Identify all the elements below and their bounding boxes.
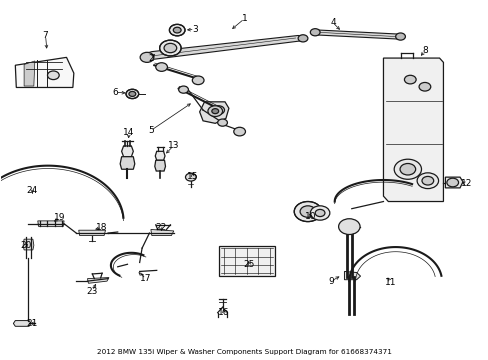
- Polygon shape: [155, 160, 165, 171]
- Text: 17: 17: [140, 274, 151, 283]
- Polygon shape: [79, 230, 105, 235]
- Circle shape: [185, 173, 196, 181]
- Circle shape: [404, 75, 415, 84]
- Circle shape: [310, 29, 320, 36]
- Circle shape: [315, 210, 325, 217]
- Text: 16: 16: [218, 308, 229, 317]
- Circle shape: [310, 206, 329, 220]
- Circle shape: [169, 24, 184, 36]
- Circle shape: [418, 82, 430, 91]
- Text: 2012 BMW 135i Wiper & Washer Components Support Diagram for 61668374371: 2012 BMW 135i Wiper & Washer Components …: [97, 349, 391, 355]
- Circle shape: [421, 176, 433, 185]
- Text: 4: 4: [330, 18, 335, 27]
- Polygon shape: [219, 246, 274, 276]
- Text: 25: 25: [243, 260, 255, 269]
- Text: 23: 23: [86, 287, 98, 296]
- Polygon shape: [120, 157, 135, 169]
- Circle shape: [300, 206, 315, 217]
- Text: 5: 5: [148, 126, 153, 135]
- Circle shape: [393, 159, 421, 179]
- Polygon shape: [23, 239, 34, 250]
- Text: 24: 24: [27, 185, 38, 194]
- Polygon shape: [199, 102, 228, 123]
- Circle shape: [47, 71, 59, 80]
- Text: 18: 18: [96, 223, 108, 232]
- Text: 11: 11: [384, 278, 396, 287]
- Text: 14: 14: [123, 128, 134, 137]
- Circle shape: [217, 119, 227, 126]
- Circle shape: [212, 106, 224, 114]
- Polygon shape: [24, 61, 35, 86]
- Polygon shape: [87, 278, 109, 283]
- Text: 13: 13: [167, 141, 179, 150]
- Circle shape: [211, 109, 218, 114]
- Circle shape: [298, 35, 307, 42]
- Circle shape: [140, 52, 154, 62]
- Text: 20: 20: [20, 241, 32, 250]
- Circle shape: [126, 89, 139, 99]
- Polygon shape: [15, 57, 74, 87]
- Circle shape: [399, 163, 415, 175]
- Circle shape: [178, 86, 188, 93]
- Text: 10: 10: [305, 212, 316, 221]
- Text: 3: 3: [191, 25, 197, 34]
- Polygon shape: [312, 30, 402, 39]
- Circle shape: [192, 76, 203, 85]
- Polygon shape: [155, 151, 164, 160]
- Text: 8: 8: [421, 46, 427, 55]
- Polygon shape: [151, 229, 173, 235]
- Text: 15: 15: [187, 172, 198, 181]
- Polygon shape: [445, 177, 462, 188]
- Polygon shape: [122, 146, 133, 157]
- Text: 7: 7: [42, 31, 48, 40]
- Circle shape: [294, 202, 321, 222]
- Circle shape: [129, 91, 136, 96]
- Circle shape: [233, 127, 245, 136]
- Polygon shape: [383, 58, 443, 202]
- Circle shape: [446, 178, 458, 187]
- Text: 1: 1: [241, 14, 247, 23]
- Circle shape: [156, 63, 167, 71]
- Polygon shape: [13, 320, 31, 326]
- Circle shape: [159, 40, 181, 56]
- Text: 2: 2: [148, 54, 153, 63]
- Circle shape: [338, 219, 359, 234]
- Polygon shape: [344, 271, 360, 280]
- Polygon shape: [144, 36, 305, 61]
- Circle shape: [416, 173, 438, 189]
- Circle shape: [395, 33, 405, 40]
- Polygon shape: [38, 221, 64, 226]
- Text: 6: 6: [112, 87, 118, 96]
- Text: 9: 9: [328, 276, 333, 285]
- Text: 19: 19: [54, 213, 66, 222]
- Text: 21: 21: [27, 319, 38, 328]
- Text: 12: 12: [460, 179, 471, 188]
- Text: 22: 22: [155, 223, 166, 232]
- Circle shape: [173, 27, 181, 33]
- Circle shape: [207, 106, 222, 117]
- Circle shape: [163, 43, 176, 53]
